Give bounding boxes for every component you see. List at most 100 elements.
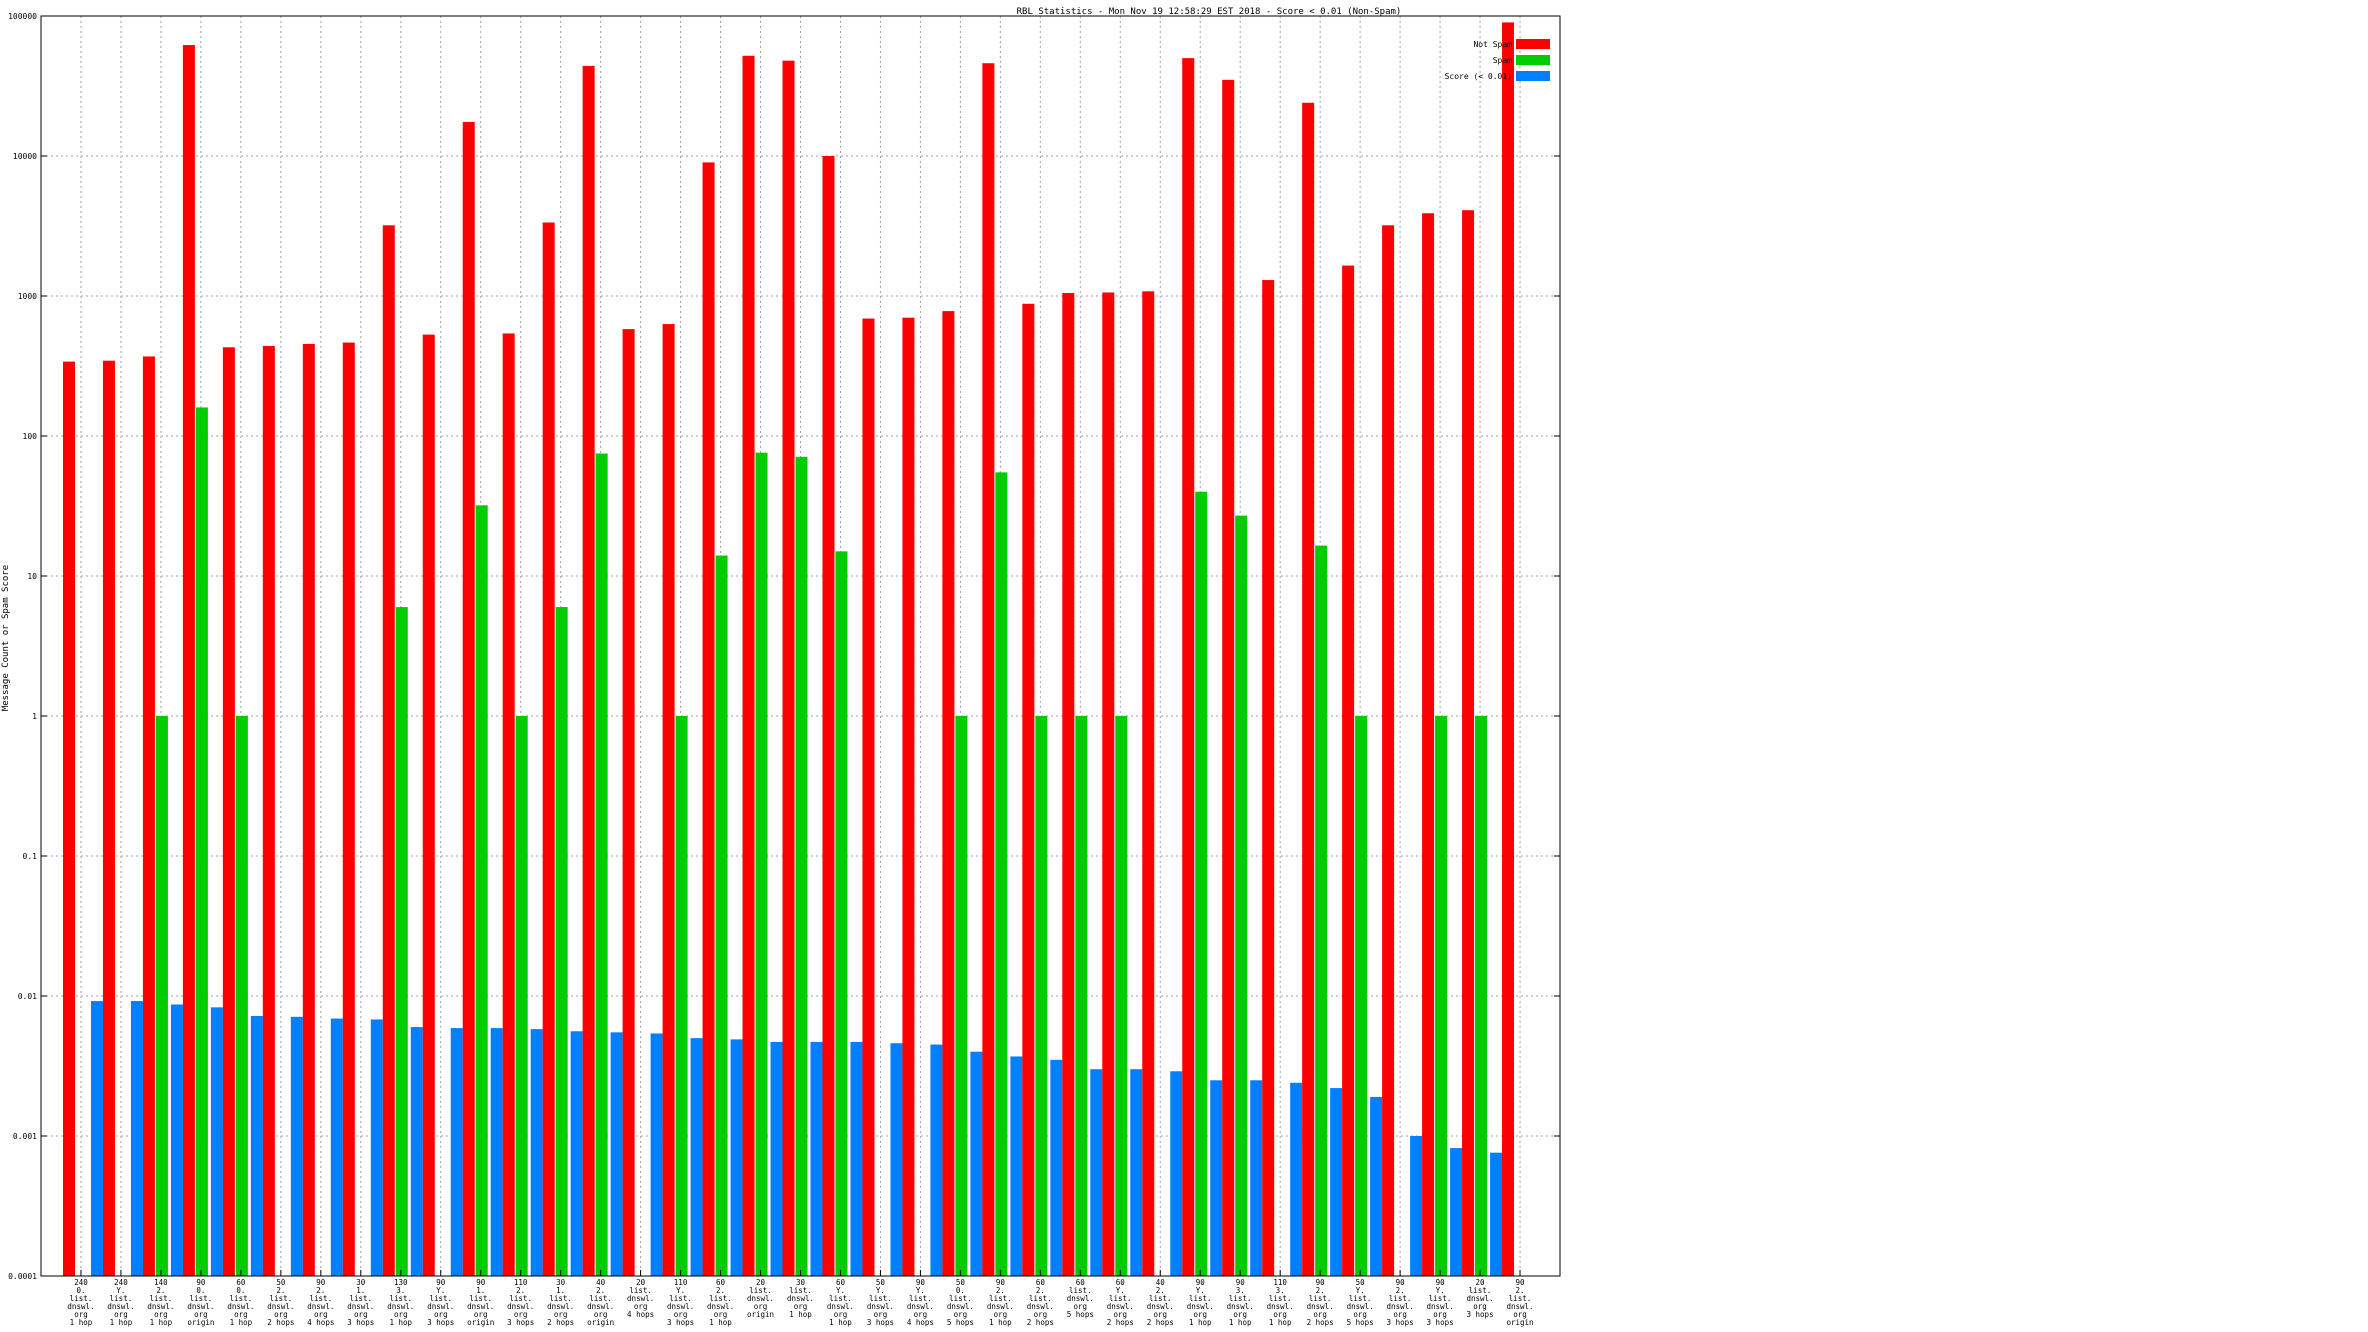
x-tick-label: 130 (394, 1278, 408, 1287)
x-tick-label: org (1114, 1310, 1128, 1319)
x-tick-label: dnswl. (1267, 1302, 1294, 1311)
x-tick-label: 1 hop (70, 1318, 93, 1327)
x-tick-label: 1 hop (829, 1318, 852, 1327)
bar-spam (515, 716, 528, 1276)
x-tick-label: 4 hops (307, 1318, 334, 1327)
bar-not-spam (1422, 213, 1435, 1276)
bar-not-spam (582, 65, 595, 1276)
x-tick-label: 90 (1236, 1278, 1246, 1287)
x-tick-label: org (154, 1310, 168, 1319)
axes: 0.00010.0010.010.11101001000100001000002… (8, 12, 1561, 1327)
bar-score-0-01 (210, 1007, 223, 1276)
bar-not-spam (62, 361, 75, 1276)
x-tick-label: 1. (476, 1286, 485, 1295)
x-tick-label: dnswl. (347, 1302, 374, 1311)
x-tick-label: 3 hops (867, 1318, 894, 1327)
x-tick-label: list. (270, 1294, 293, 1303)
x-tick-label: Y. (676, 1286, 685, 1295)
x-tick-label: list. (469, 1294, 492, 1303)
x-tick-label: list. (1189, 1294, 1212, 1303)
x-tick-label: list. (110, 1294, 133, 1303)
bar-score-0-01 (650, 1033, 663, 1276)
x-tick-label: 50 (276, 1278, 286, 1287)
x-tick-label: 3 hops (427, 1318, 454, 1327)
x-tick-label: list. (1429, 1294, 1452, 1303)
x-tick-label: 5 hops (947, 1318, 974, 1327)
x-tick-label: list. (1109, 1294, 1132, 1303)
x-tick-label: list. (389, 1294, 412, 1303)
bar-spam (1035, 716, 1048, 1276)
bar-score-0-01 (570, 1031, 583, 1276)
x-tick-label: list. (749, 1286, 772, 1295)
bar-not-spam (902, 317, 915, 1276)
x-tick-label: list. (669, 1294, 692, 1303)
x-tick-label: origin (587, 1318, 614, 1327)
x-tick-label: org (314, 1310, 328, 1319)
x-tick-label: 110 (514, 1278, 528, 1287)
x-tick-label: org (114, 1310, 128, 1319)
bar-score-0-01 (250, 1015, 263, 1276)
x-tick-label: list. (629, 1286, 652, 1295)
bar-score-0-01 (490, 1028, 503, 1276)
x-tick-label: dnswl. (1387, 1302, 1414, 1311)
x-tick-label: 110 (674, 1278, 688, 1287)
x-tick-label: org (914, 1310, 928, 1319)
x-tick-label: list. (230, 1294, 253, 1303)
x-tick-label: org (194, 1310, 208, 1319)
x-tick-label: list. (909, 1294, 932, 1303)
x-tick-label: list. (350, 1294, 373, 1303)
x-tick-label: Y. (916, 1286, 925, 1295)
x-tick-label: 20 (1476, 1278, 1486, 1287)
x-tick-label: 3 hops (347, 1318, 374, 1327)
bar-not-spam (862, 318, 875, 1276)
bar-score-0-01 (370, 1019, 383, 1276)
bar-spam (1475, 716, 1488, 1276)
x-tick-label: org (354, 1310, 368, 1319)
x-tick-label: list. (589, 1294, 612, 1303)
x-tick-label: org (1353, 1310, 1367, 1319)
x-tick-label: org (1393, 1310, 1407, 1319)
x-tick-label: list. (989, 1294, 1012, 1303)
y-tick-label: 100000 (8, 12, 37, 21)
x-tick-label: 60 (1036, 1278, 1046, 1287)
bar-spam (1355, 716, 1368, 1276)
x-tick-label: 2 hops (1307, 1318, 1334, 1327)
bar-not-spam (1302, 102, 1315, 1277)
bar-not-spam (1462, 210, 1475, 1277)
bar-spam (235, 716, 248, 1276)
x-tick-label: list. (789, 1286, 812, 1295)
x-tick-label: list. (829, 1294, 852, 1303)
x-tick-label: 4 hops (907, 1318, 934, 1327)
x-tick-label: org (234, 1310, 248, 1319)
y-tick-label: 0.01 (18, 992, 37, 1001)
x-tick-label: list. (1229, 1294, 1252, 1303)
bar-spam (1315, 545, 1328, 1276)
x-tick-label: 1 hop (110, 1318, 133, 1327)
chart-title: RBL Statistics - Mon Nov 19 12:58:29 EST… (1017, 7, 1402, 17)
bar-score-0-01 (770, 1041, 783, 1276)
x-tick-label: org (594, 1310, 608, 1319)
x-tick-label: Y. (436, 1286, 445, 1295)
bar-not-spam (502, 333, 515, 1277)
x-tick-label: 3. (1276, 1286, 1285, 1295)
x-tick-label: Y. (836, 1286, 845, 1295)
bar-score-0-01 (130, 1001, 143, 1276)
bar-not-spam (142, 356, 155, 1276)
bars (62, 22, 1515, 1277)
x-tick-label: dnswl. (1347, 1302, 1374, 1311)
bar-score-0-01 (730, 1039, 743, 1276)
x-tick-label: list. (1389, 1294, 1412, 1303)
x-tick-label: org (1513, 1310, 1527, 1319)
x-tick-label: 3. (1236, 1286, 1245, 1295)
bar-score-0-01 (530, 1029, 543, 1276)
x-tick-label: 3 hops (507, 1318, 534, 1327)
x-tick-label: org (274, 1310, 288, 1319)
x-tick-label: org (874, 1310, 888, 1319)
bar-not-spam (1182, 58, 1195, 1277)
x-tick-label: 40 (596, 1278, 606, 1287)
x-tick-label: dnswl. (827, 1302, 854, 1311)
x-tick-label: 20 (756, 1278, 766, 1287)
bar-spam (1435, 716, 1448, 1276)
x-tick-label: list. (1469, 1286, 1492, 1295)
bar-spam (675, 716, 688, 1276)
